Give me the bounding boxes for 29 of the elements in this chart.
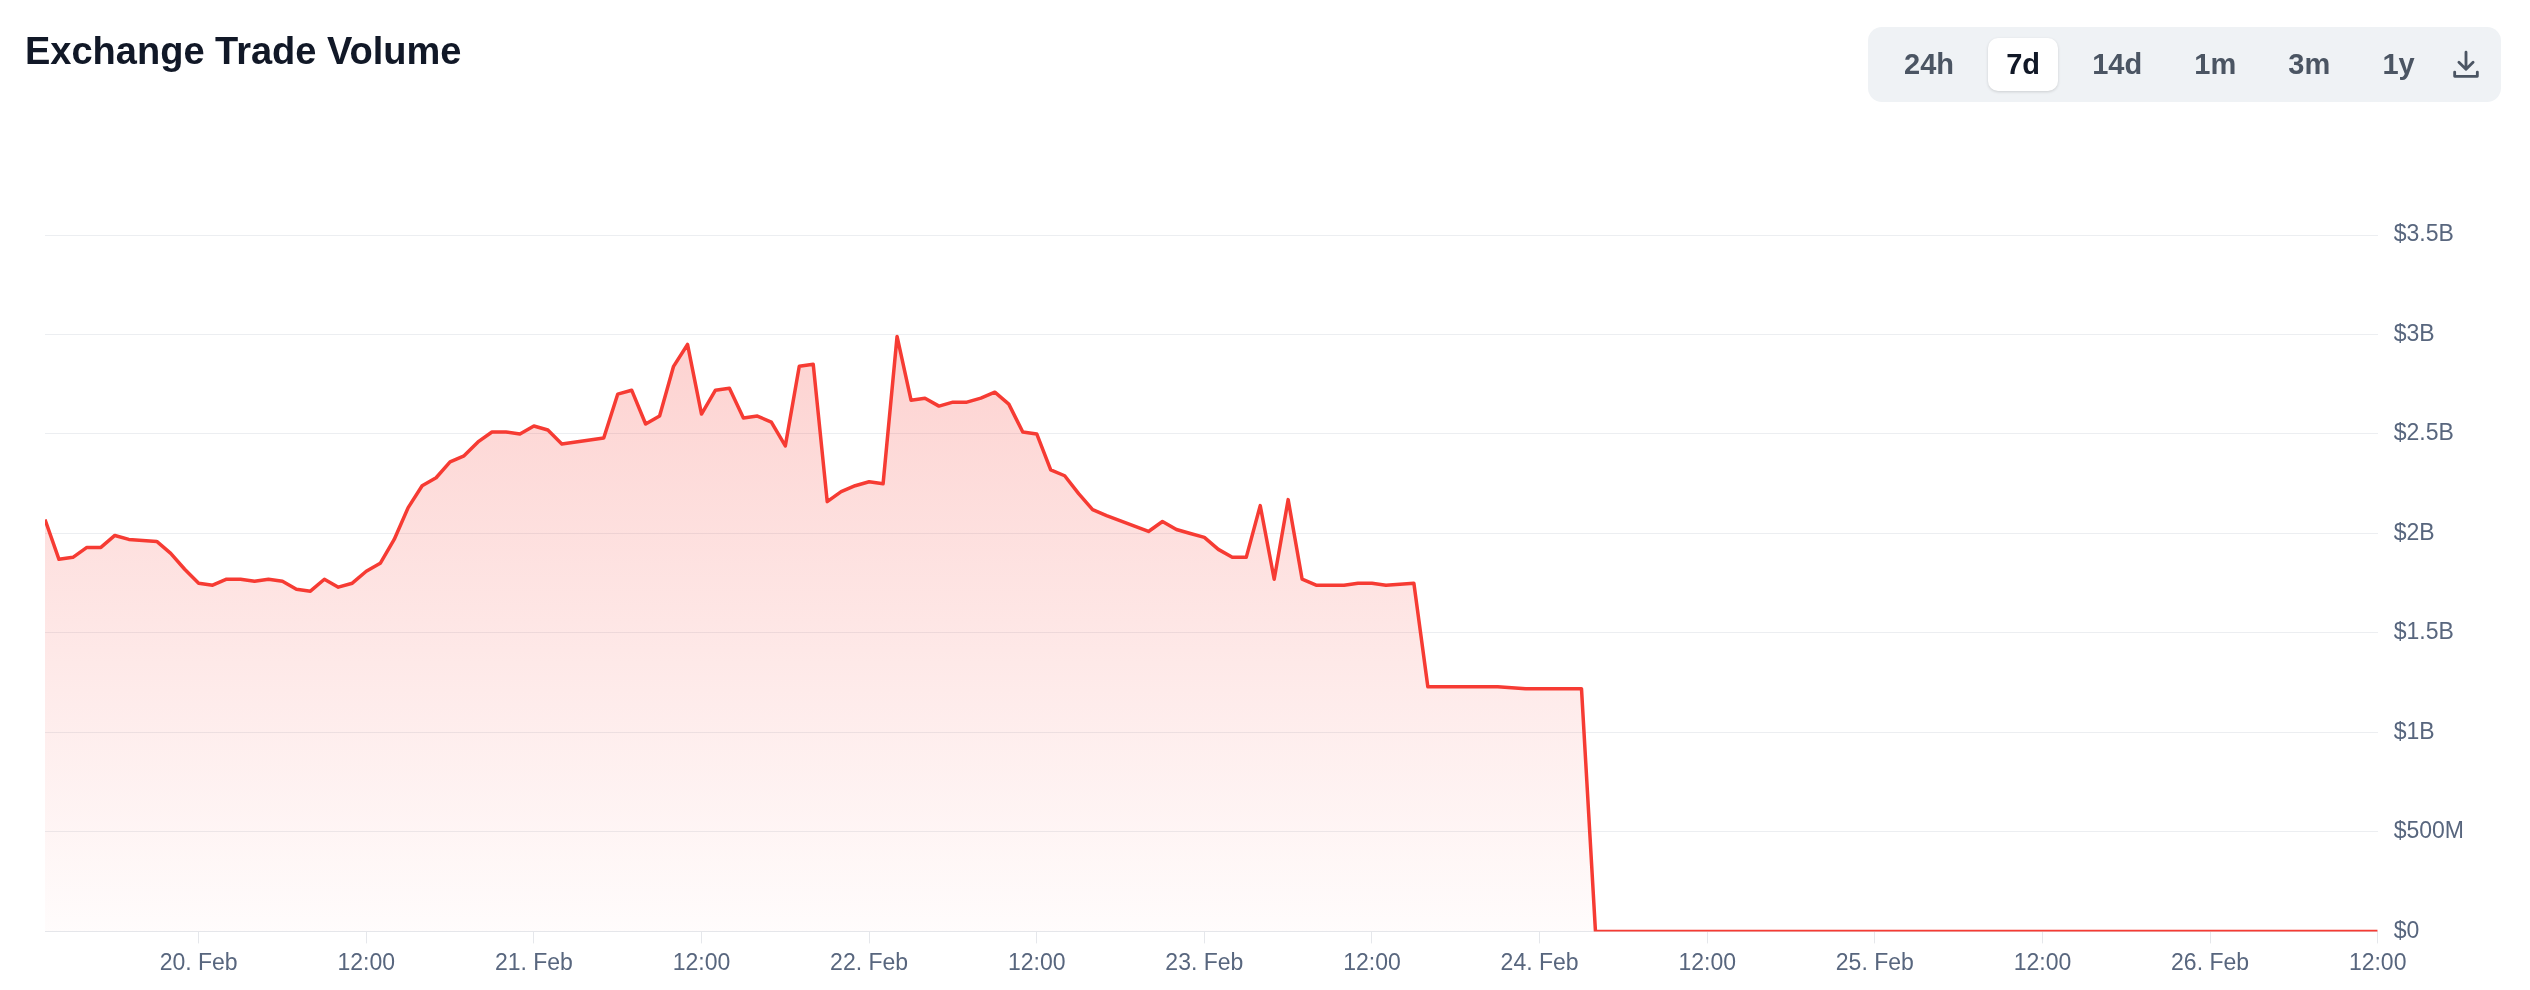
y-tick-label: $1.5B — [2393, 618, 2454, 645]
x-tick-label: 12:00 — [2013, 948, 2072, 975]
x-tick-label: 22. Feb — [830, 948, 909, 975]
text: 24h — [1903, 47, 1956, 82]
y-tick-label: $2B — [2393, 518, 2435, 545]
text: 14d — [2091, 47, 2144, 82]
x-tick-label: 23. Feb — [1165, 948, 1244, 975]
y-tick-label: $3B — [2393, 319, 2435, 346]
x-tick-label: 24. Feb — [1500, 948, 1579, 975]
x-tick-label: 12:00 — [1343, 948, 1401, 975]
x-tick-label: 12:00 — [1007, 948, 1066, 975]
x-tick-label: 25. Feb — [1835, 948, 1914, 975]
chart-title: Exchange Trade Volume — [25, 30, 462, 73]
y-tick-label: $1B — [2393, 717, 2435, 744]
x-tick-label: 12:00 — [2348, 948, 2407, 975]
x-tick-label: 12:00 — [672, 948, 731, 975]
x-tick-label: 20. Feb — [159, 948, 238, 975]
text: 3m — [2287, 47, 2332, 82]
x-tick-label: 12:00 — [337, 948, 396, 975]
text: 1m — [2193, 47, 2238, 82]
text: 1y — [2381, 47, 2416, 82]
y-tick-label: $2.5B — [2393, 419, 2454, 446]
x-tick-label: 26. Feb — [2171, 948, 2250, 975]
x-tick-label: 12:00 — [1678, 948, 1736, 975]
y-tick-label: $0 — [2393, 916, 2420, 943]
y-tick-label: $3.5B — [2393, 220, 2454, 247]
x-tick-label: 21. Feb — [494, 948, 573, 975]
y-tick-label: $500M — [2393, 817, 2464, 844]
text: 7d — [1988, 38, 2059, 91]
